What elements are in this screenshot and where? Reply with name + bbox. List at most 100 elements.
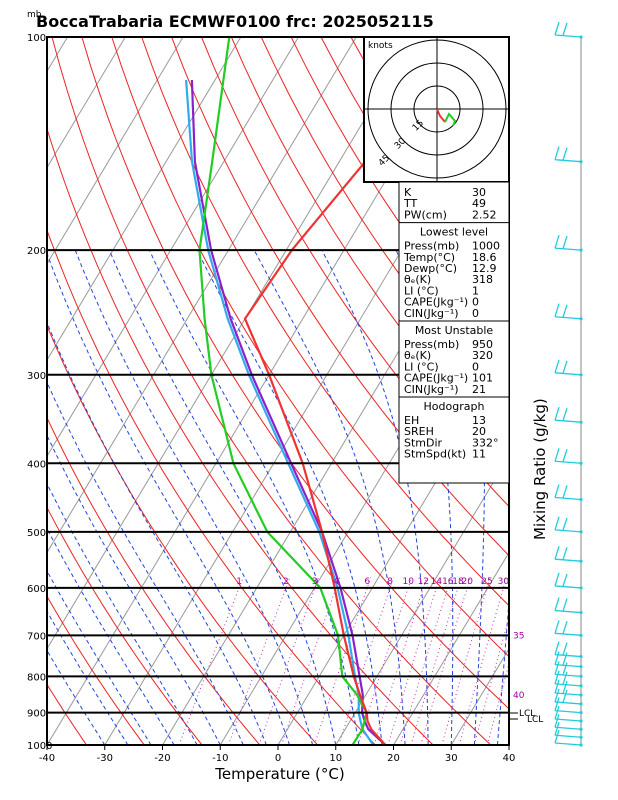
dry-adiabat (141, 37, 509, 607)
mixing-ratio-label: 8 (387, 577, 393, 587)
wind-barb (554, 545, 583, 563)
wind-barb (554, 516, 583, 534)
mixing-ratio-line (410, 577, 462, 745)
pressure-tick-label: 300 (27, 371, 46, 382)
panel-value: 0 (472, 296, 479, 309)
mixing-ratio-line (314, 577, 372, 745)
wind-barb (554, 679, 583, 697)
moist-adiabat (47, 381, 244, 745)
hodo-trace-high (444, 112, 457, 127)
panel-label: K (404, 186, 412, 199)
panel-label: EH (404, 414, 419, 427)
temperature-axis: -40 -30 -20 -10 0 10 20 30 40 (39, 745, 515, 764)
mixing-ratio-line (373, 577, 428, 745)
pressure-tick-label: 500 (27, 528, 46, 539)
moist-adiabat (108, 249, 337, 745)
hodo-unit-label: knots (368, 41, 393, 51)
mixing-ratio-label: 30 (498, 577, 510, 587)
wind-barb (554, 597, 583, 615)
isotherm (162, 166, 509, 745)
panel-value: 2.52 (472, 208, 497, 221)
dry-adiabat (201, 37, 509, 508)
panel-value: 21 (472, 383, 486, 396)
panel-label: PW(cm) (404, 208, 447, 221)
isotherm (508, 744, 509, 745)
mixing-ratio-line (258, 577, 320, 745)
dry-adiabat (81, 37, 509, 710)
mixing-ratio-label: 16 (442, 577, 454, 587)
mixing-ratio-label: 18 (452, 577, 464, 587)
mixing-ratio-label: 25 (481, 577, 492, 587)
wind-barb (554, 670, 583, 688)
units-label: mb (27, 10, 42, 20)
panel-value: 20 (472, 425, 486, 438)
panel-value: 332° (472, 436, 499, 449)
isotherm (47, 37, 357, 554)
temperature-tick-label: 0 (275, 753, 281, 764)
wind-barb (554, 722, 583, 739)
moist-adiabat (496, 595, 509, 745)
wind-barb (554, 620, 583, 637)
isotherm (393, 551, 509, 745)
dry-adiabat (47, 324, 318, 745)
wind-barb (554, 484, 583, 502)
x-axis-label: Temperature (°C) (214, 765, 344, 783)
isotherm (47, 37, 242, 361)
panel-value: 101 (472, 372, 493, 385)
panel-heading: Hodograph (424, 400, 485, 413)
dry-adiabat (47, 506, 203, 745)
mixing-ratio-line (227, 577, 291, 745)
wind-barb (554, 146, 583, 164)
wind-barb (554, 688, 583, 706)
panel-value: 320 (472, 349, 493, 362)
panel-label: θₑ(K) (404, 273, 431, 286)
panel-label: CIN(Jkg⁻¹) (404, 307, 459, 320)
wind-barbs (554, 21, 583, 747)
panel-value: 18.6 (472, 251, 497, 264)
wind-barb (554, 21, 583, 39)
mixing-ratio-line (387, 577, 441, 745)
isotherm (47, 37, 126, 169)
wind-barb (554, 407, 583, 424)
mixing-ratio-line (281, 577, 341, 745)
mixing-ratio-label: 3 (312, 577, 318, 587)
panel-label: CIN(Jkg⁻¹) (404, 383, 459, 396)
moist-adiabat (74, 249, 314, 745)
mixing-ratio-label: 35 (513, 631, 524, 641)
mixing-ratio-label: 40 (513, 691, 525, 701)
mixing-ratio-label: 6 (364, 577, 370, 587)
mixing-ratio-label: 2 (283, 577, 289, 587)
pressure-tick-label: 400 (27, 459, 46, 470)
pressure-tick-label: 100 (27, 33, 46, 44)
pressure-tick-label: 600 (27, 584, 46, 595)
panel-heading: Lowest level (420, 226, 488, 239)
panel-label: Temp(°C) (403, 251, 455, 264)
moist-adiabat (47, 649, 106, 745)
lcl-label-2: LCL (527, 715, 543, 725)
dry-adiabat (47, 228, 376, 745)
isotherm (335, 455, 509, 745)
pressure-tick-label: 800 (27, 672, 46, 683)
isotherm (47, 37, 184, 265)
dry-adiabat (230, 37, 509, 459)
mixing-ratio-label: 12 (418, 577, 429, 587)
hodo-trace-low (436, 108, 446, 123)
panel-label: Press(mb) (404, 338, 459, 351)
isotherm (567, 37, 618, 745)
panel-value: 11 (472, 448, 486, 461)
wind-barb (554, 359, 583, 377)
panel-value: 12.9 (472, 262, 497, 275)
moist-adiabat (196, 249, 383, 745)
panel-label: CAPE(Jkg⁻¹) (404, 372, 468, 385)
wind-barb (554, 651, 583, 669)
panel-label: TT (403, 197, 418, 210)
temperature-tick-label: 20 (387, 753, 400, 764)
wind-barb (554, 697, 583, 715)
mixing-ratio-label: 4 (333, 577, 339, 587)
dry-adiabat (530, 37, 618, 745)
panel-label: CAPE(Jkg⁻¹) (404, 296, 468, 309)
mixing-ratio-label: 14 (431, 577, 443, 587)
isotherm (47, 37, 299, 458)
